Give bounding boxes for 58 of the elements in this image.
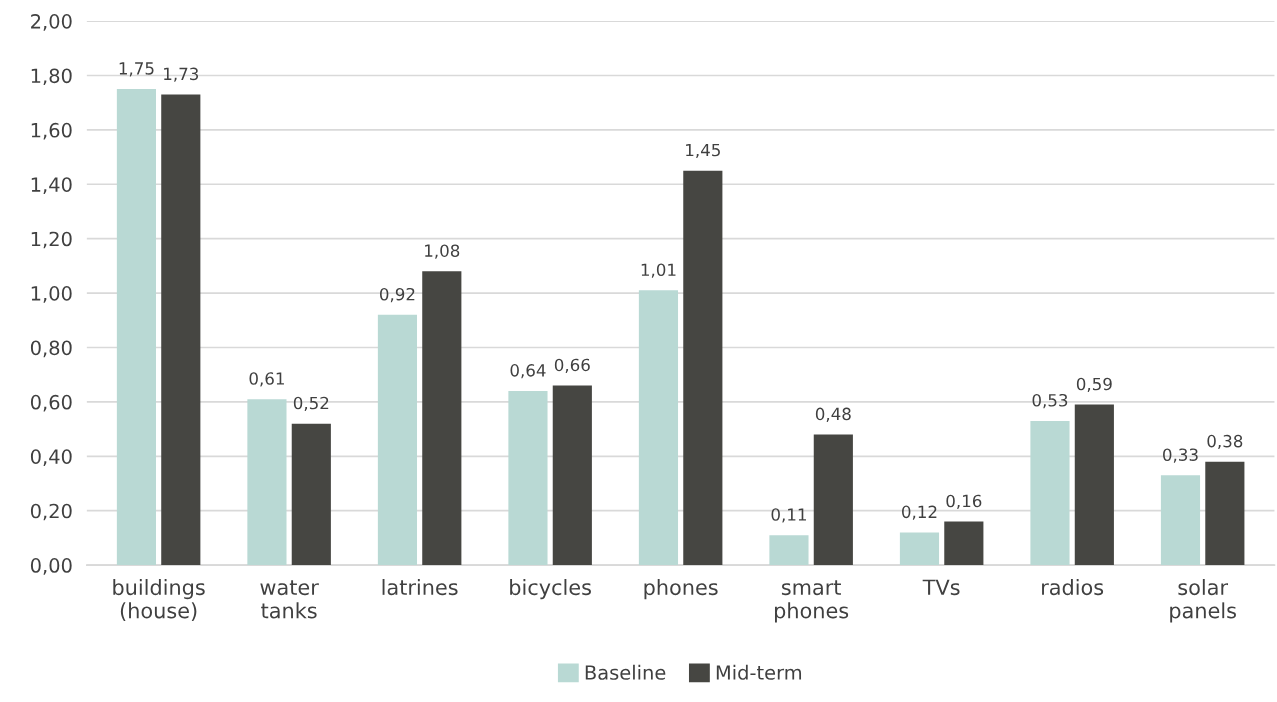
legend-label: Mid-term [716, 664, 802, 680]
legend-label: Baseline [585, 664, 666, 680]
y-tick-label: 0,20 [30, 503, 72, 521]
data-label: 0,11 [771, 508, 806, 523]
y-tick-label: 0,00 [30, 558, 72, 575]
data-label: 0,53 [1032, 393, 1068, 409]
x-tick-label: radios [1042, 579, 1104, 596]
x-tick-label: solar panels [1170, 579, 1236, 623]
data-label: 0,12 [902, 505, 937, 520]
y-tick-label: 0,80 [30, 340, 72, 358]
y-tick-label: 1,60 [31, 122, 72, 140]
y-tick-label: 1,00 [31, 286, 72, 303]
x-tick-label: phones [644, 579, 718, 600]
data-label: 0,52 [293, 396, 329, 412]
y-tick-label: 2,00 [31, 14, 72, 31]
bar [1205, 461, 1245, 566]
data-label: 1,73 [164, 67, 199, 82]
bar [638, 290, 679, 566]
y-tick-label: 0,60 [30, 394, 72, 412]
data-label: 0,61 [249, 372, 284, 387]
bar [1160, 475, 1201, 566]
data-label: 0,16 [946, 494, 982, 509]
data-label: 0,48 [815, 407, 851, 422]
x-tick-label: latrines [382, 579, 458, 596]
bar [247, 399, 287, 566]
y-tick-label: 1,40 [31, 177, 72, 194]
data-label: 0,33 [1163, 448, 1198, 463]
bar [899, 532, 940, 566]
x-tick-label: smart phones [775, 580, 849, 623]
bar [161, 94, 201, 566]
bar [552, 385, 592, 566]
data-label: 1,45 [686, 143, 720, 159]
bar [116, 89, 156, 566]
bar [944, 521, 984, 566]
y-tick-label: 1,20 [31, 231, 72, 249]
bar [291, 423, 331, 566]
data-label: 1,75 [119, 62, 154, 77]
bar [813, 434, 853, 566]
bar [422, 271, 462, 566]
data-label: 0,64 [510, 364, 546, 379]
x-tick-label: water tanks [260, 580, 319, 619]
bar [1074, 404, 1114, 566]
y-tick-label: 0,40 [30, 449, 72, 466]
x-tick-label: TVs [922, 579, 960, 596]
x-tick-label: bicycles [510, 579, 591, 600]
data-label: 1,08 [425, 244, 460, 259]
data-label: 0,92 [379, 287, 415, 303]
bar [1030, 420, 1070, 566]
data-label: 0,66 [554, 358, 590, 373]
data-label: 1,01 [641, 263, 676, 278]
bar [508, 391, 548, 566]
data-label: 0,38 [1207, 434, 1243, 450]
data-label: 0,59 [1076, 377, 1112, 392]
bar [769, 535, 809, 566]
x-tick-label: buildings (house) [113, 579, 205, 621]
bar [377, 314, 418, 566]
y-tick-label: 1,80 [31, 68, 72, 86]
bar [683, 170, 723, 566]
